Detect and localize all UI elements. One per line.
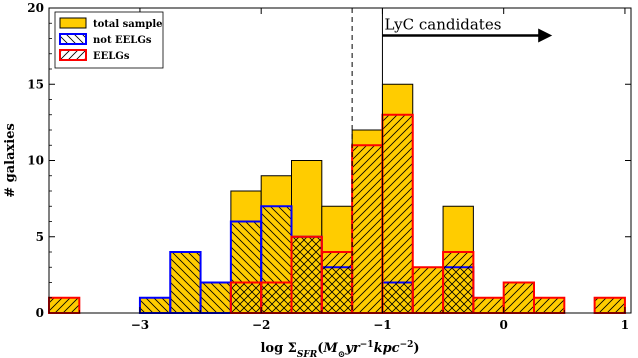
plot-frame [48,7,632,314]
reference-lines [351,8,383,313]
y-axis-label: # galaxies [3,123,18,198]
eelgs-bar [593,296,626,314]
x-tick-label: −2 [252,318,270,332]
eelgs-bar [411,266,445,314]
legend-swatch [59,17,87,29]
x-axis-label: log ΣSFR(M⊙yr−1kpc−2) [260,340,419,358]
y-axis-ticks: 0 5 10 15 20 [27,1,631,320]
eelgs-bar [533,296,566,314]
legend: total sample not EELGs EELGs [54,11,164,69]
eelgs-bar [502,281,535,314]
arrow-head [538,28,553,43]
eelgs-bar [48,296,81,314]
eelgs-bar [260,281,293,314]
eelgs-bar [290,235,323,314]
y-tick-label: 5 [36,230,44,244]
legend-swatch [59,33,87,45]
y-tick-label: 15 [27,77,44,91]
legend-swatch [59,49,87,61]
eelgs-bar [472,296,505,314]
eelgs-bar [442,251,475,314]
x-tick-label: 0 [500,318,508,332]
not-eelgs-bar [169,251,202,314]
legend-label: EELGs [93,51,130,62]
x-tick-label: 1 [621,318,629,332]
lyc-annotation: LyC candidates [382,15,553,43]
x-axis-ticks: −3 −2 −1 0 1 [78,8,629,332]
x-tick-label: −1 [373,318,391,332]
y-tick-label: 10 [27,154,44,168]
eelgs-bar [381,113,414,314]
not-eelgs-bar [199,281,232,314]
legend-label: not EELGs [93,35,152,46]
eelgs-bar [320,251,354,314]
y-tick-label: 20 [27,1,44,15]
not-eelgs-bar [138,296,172,314]
eelgs-bar [351,144,384,314]
y-tick-label: 0 [36,306,44,320]
x-tick-label: −3 [131,318,149,332]
legend-label: total sample [93,19,163,30]
lyc-candidates-label: LyC candidates [384,15,501,33]
eelgs-bar [229,281,263,314]
